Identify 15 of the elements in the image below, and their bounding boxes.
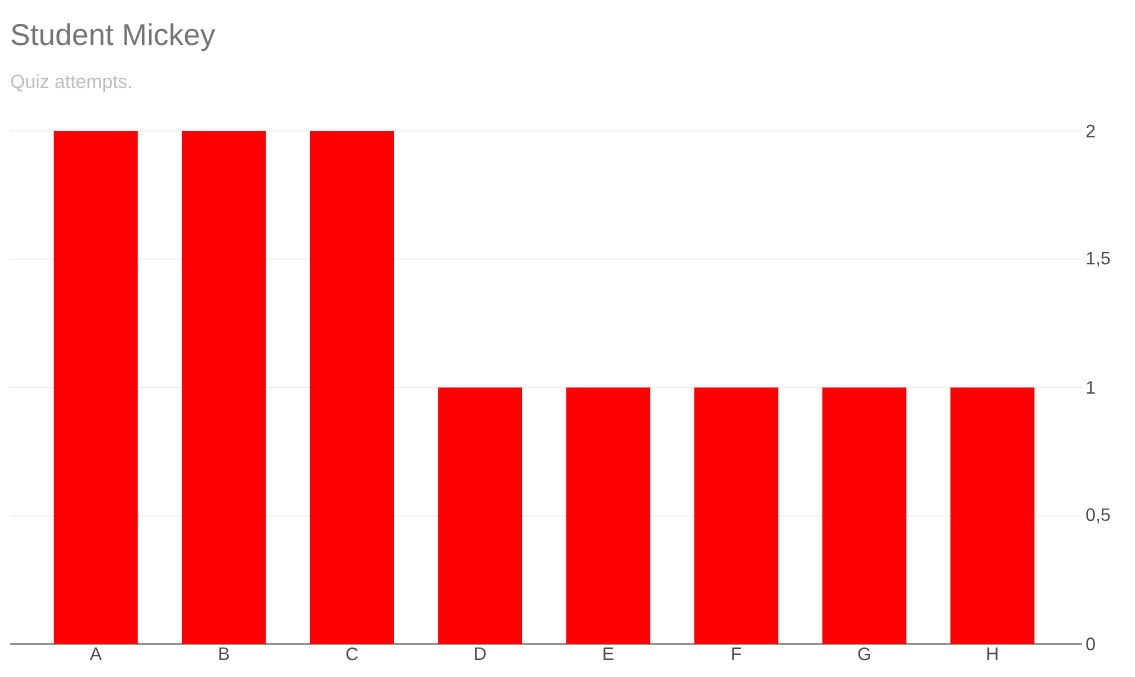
x-tick-label: F xyxy=(732,647,742,660)
x-tick-label: E xyxy=(603,647,614,660)
x-tick-label: C xyxy=(346,647,358,661)
y-tick-label: 1,5 xyxy=(1086,251,1110,267)
y-tick-label: 0 xyxy=(1086,637,1095,651)
y-tick-label: 1 xyxy=(1086,381,1095,394)
x-tick-label: A xyxy=(89,647,102,660)
chart-subtitle: Quiz attempts. xyxy=(11,74,131,92)
x-tick-label: B xyxy=(219,647,229,660)
x-tick-label: H xyxy=(987,647,998,660)
y-tick-label: 0,5 xyxy=(1086,508,1110,524)
y-tick-label: 2 xyxy=(1086,124,1095,138)
x-tick-label: D xyxy=(475,647,486,660)
x-tick-label: G xyxy=(858,647,870,661)
chart-title: Student Mickey xyxy=(11,23,216,52)
